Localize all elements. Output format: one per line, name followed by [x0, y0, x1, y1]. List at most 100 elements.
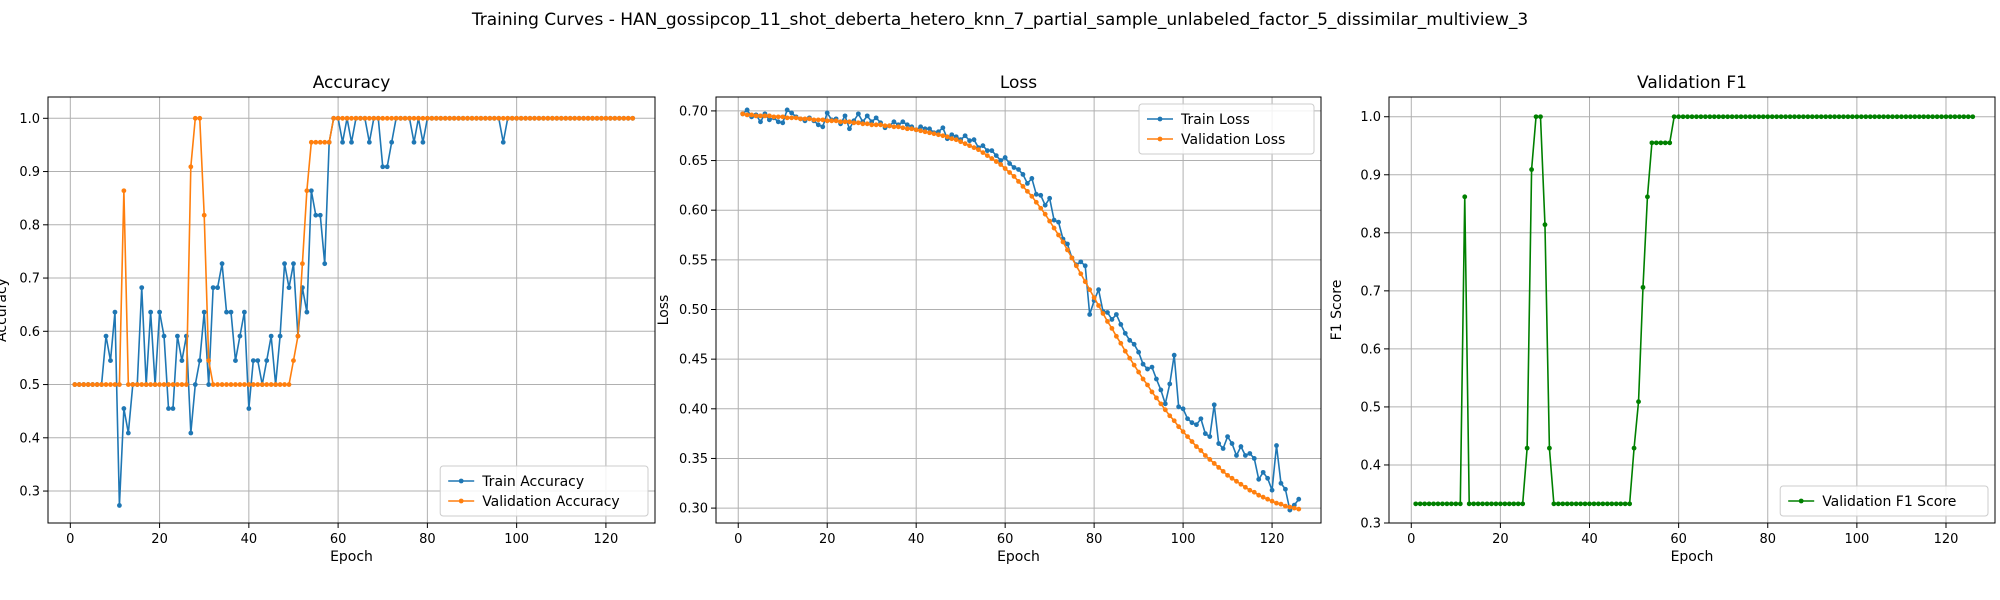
f1-data-point [1716, 114, 1722, 120]
accuracy-data-point [183, 382, 189, 387]
loss-data-point [1029, 193, 1035, 199]
f1-data-point [1413, 501, 1419, 507]
loss-data-point [1131, 362, 1137, 368]
accuracy-data-point [215, 382, 221, 387]
loss-data-point [1180, 429, 1186, 435]
loss-data-point [887, 123, 892, 129]
loss-data-point [962, 133, 968, 139]
accuracy-legend-label: Train Accuracy [481, 474, 584, 490]
f1-y-tick-label: 0.5 [1360, 400, 1381, 415]
loss-data-point [1291, 505, 1297, 511]
accuracy-data-point [630, 115, 636, 121]
f1-axes-frame [1388, 96, 1996, 524]
accuracy-data-point [277, 333, 283, 339]
accuracy-data-point [380, 164, 386, 170]
accuracy-data-point [237, 333, 243, 339]
f1-data-point [1489, 501, 1494, 507]
accuracy-data-point [161, 382, 167, 387]
loss-data-point [1029, 176, 1035, 181]
accuracy-data-point [175, 333, 180, 339]
f1-data-point [1881, 114, 1886, 120]
loss-data-point [762, 113, 768, 119]
accuracy-x-tick-label: 120 [593, 532, 618, 547]
accuracy-data-point [170, 382, 176, 387]
loss-data-point [1060, 239, 1066, 245]
loss-data-point [1042, 211, 1048, 217]
loss-x-tick-label: 80 [1086, 532, 1103, 547]
loss-data-point [842, 113, 848, 119]
f1-data-point [1631, 445, 1637, 451]
f1-data-point [1814, 114, 1820, 120]
accuracy-x-tick-label: 20 [151, 532, 168, 547]
loss-data-point [1118, 322, 1124, 327]
f1-data-point [1912, 114, 1918, 120]
loss-data-point [1113, 333, 1119, 339]
loss-data-point [1234, 453, 1239, 458]
loss-data-point [847, 126, 852, 132]
accuracy-data-point [380, 115, 386, 121]
loss-data-point [842, 119, 848, 125]
loss-data-point [1136, 349, 1142, 355]
loss-y-tick-label: 0.40 [679, 402, 708, 417]
loss-data-point [980, 150, 986, 156]
f1-data-point [1702, 114, 1708, 120]
accuracy-data-point [108, 382, 113, 387]
loss-data-point [864, 121, 870, 127]
accuracy-data-point [384, 115, 390, 121]
accuracy-data-point [233, 382, 238, 387]
loss-data-point [1113, 312, 1119, 317]
f1-data-point [1440, 501, 1445, 507]
loss-x-tick-label: 100 [1171, 532, 1196, 547]
f1-data-point [1787, 114, 1793, 120]
loss-data-point [1025, 180, 1030, 186]
loss-data-point [971, 145, 977, 151]
accuracy-data-point [349, 115, 354, 121]
f1-data-point [1796, 114, 1802, 120]
loss-chart: 0 20 40 60 80 100 120 0.30 0.35 0.40 0.45 0.50 0.55 0… [656, 73, 1322, 565]
accuracy-data-point [308, 139, 314, 145]
accuracy-data-point [103, 382, 109, 387]
loss-data-point [789, 115, 795, 121]
loss-data-point [993, 159, 999, 164]
f1-data-point [1555, 501, 1561, 507]
f1-data-point [1564, 501, 1570, 507]
accuracy-data-point [241, 309, 247, 315]
loss-data-point [771, 114, 777, 120]
loss-data-point [998, 162, 1004, 167]
loss-data-point [909, 126, 915, 132]
f1-data-point [1890, 114, 1895, 120]
f1-data-point [1783, 114, 1788, 120]
accuracy-data-point [487, 115, 493, 121]
accuracy-data-point [523, 115, 528, 121]
accuracy-data-point [76, 382, 82, 387]
f1-data-point [1498, 501, 1503, 507]
loss-data-point [1185, 434, 1190, 440]
f1-data-point [1480, 501, 1485, 507]
loss-data-point [1131, 341, 1137, 347]
loss-y-tick-label: 0.70 [679, 104, 708, 119]
f1-x-tick-label: 20 [1492, 532, 1509, 547]
loss-data-point [940, 125, 946, 131]
loss-data-point [784, 115, 790, 121]
loss-data-point [949, 136, 955, 142]
accuracy-legend-marker [458, 498, 464, 504]
f1-legend-marker [1798, 498, 1804, 504]
accuracy-data-point [322, 139, 328, 145]
accuracy-data-point [197, 358, 203, 363]
accuracy-data-point [541, 115, 546, 121]
f1-data-point [1934, 114, 1940, 120]
loss-data-point [780, 120, 786, 126]
loss-data-point [1096, 303, 1101, 308]
accuracy-data-point [407, 115, 412, 121]
f1-data-point [1645, 194, 1650, 200]
loss-data-point [900, 125, 906, 131]
f1-data-point [1858, 114, 1864, 120]
loss-data-point [1162, 407, 1168, 413]
f1-data-point [1627, 501, 1633, 507]
f1-data-point [1640, 284, 1646, 290]
accuracy-x-tick-label: 0 [66, 532, 74, 547]
f1-data-point [1538, 114, 1543, 120]
loss-data-point [1287, 504, 1293, 510]
accuracy-data-point [478, 115, 484, 121]
